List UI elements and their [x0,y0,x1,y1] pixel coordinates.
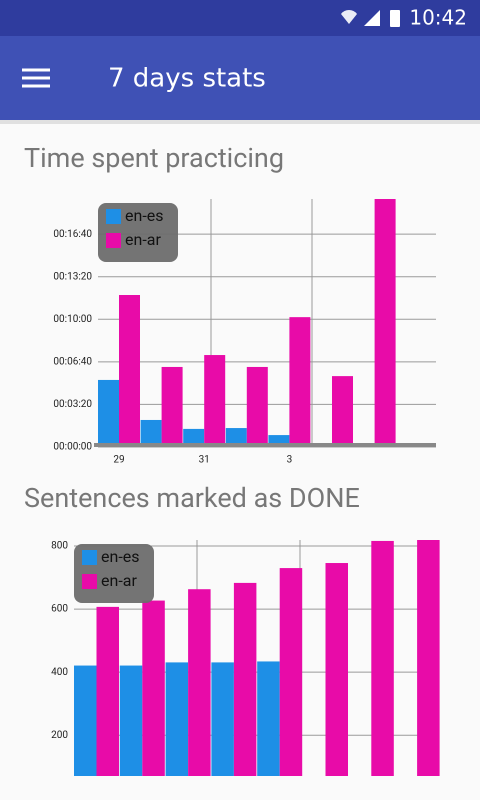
bar [140,419,162,447]
x-tick-label: 31 [199,455,210,466]
bar [233,582,257,776]
y-tick-label: 600 [51,604,68,615]
legend-label: en-ar [125,230,161,249]
menu-button[interactable] [22,68,50,88]
legend-swatch [82,550,97,565]
y-tick-label: 00:00:00 [53,442,92,453]
app-title: 7 days stats [108,64,266,94]
app-bar [0,36,480,120]
bar [165,662,189,776]
y-tick-label: 400 [51,667,68,678]
y-tick-label: 00:13:20 [53,271,92,282]
chart-title: Sentences marked as DONE [24,482,360,514]
bar [204,355,226,447]
bar [225,428,247,447]
legend-swatch [106,233,121,248]
bar [96,606,119,776]
bar [142,600,165,776]
bar [257,661,280,776]
bar [161,366,183,447]
bar [325,563,348,776]
y-tick-label: 00:06:40 [53,356,92,367]
bar [188,589,211,776]
bar [98,379,119,447]
app-bar-shadow [0,120,480,124]
legend-label: en-es [101,547,139,566]
y-tick-label: 00:16:40 [53,229,92,240]
bar [119,665,143,776]
y-tick-label: 00:10:00 [53,314,92,325]
bar [268,435,290,447]
bar [332,376,353,447]
y-tick-label: 200 [51,730,68,741]
legend-label: en-es [125,206,163,225]
bar [74,665,97,776]
bar [417,540,440,776]
bar [119,295,140,447]
x-tick-label: 29 [113,455,124,466]
chart-title: Time spent practicing [24,142,284,174]
status-icons [341,10,400,27]
clock: 10:42 [409,6,467,30]
legend-swatch [82,574,97,589]
bar [279,568,303,776]
legend-label: en-ar [101,571,137,590]
bar [183,428,205,447]
y-tick-label: 00:03:20 [53,399,92,410]
status-bar [0,0,480,36]
legend-swatch [106,209,121,224]
bar [371,540,394,776]
x-tick-label: 3 [287,455,293,466]
bar [211,662,234,776]
bar [289,317,311,447]
y-tick-label: 800 [51,541,68,552]
bar [246,366,268,447]
bar [374,199,396,447]
